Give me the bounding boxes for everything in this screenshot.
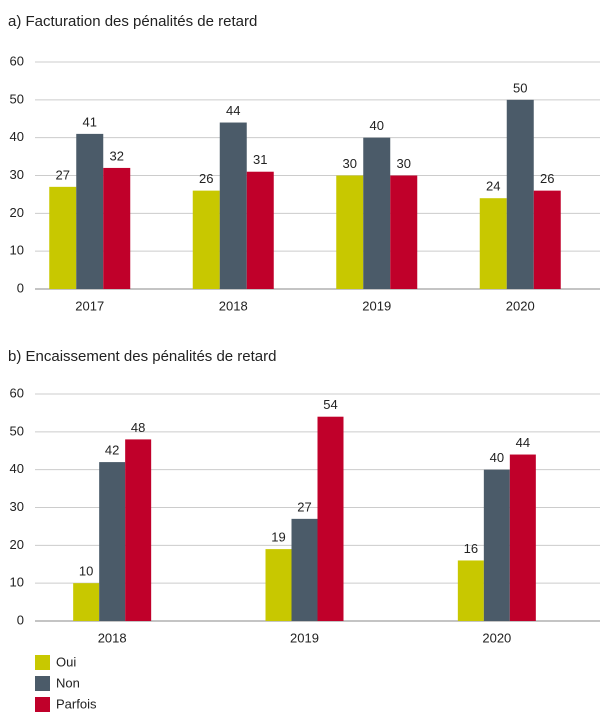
bar: [192, 190, 220, 289]
y-tick-label: 40: [10, 129, 24, 144]
value-label: 24: [486, 179, 500, 194]
value-label: 50: [513, 80, 527, 95]
y-tick-label: 60: [10, 53, 24, 68]
value-label: 26: [199, 171, 213, 186]
bar: [390, 175, 418, 289]
value-label: 27: [297, 499, 311, 514]
y-tick-label: 40: [10, 461, 24, 476]
y-tick-label: 0: [17, 280, 24, 295]
y-tick-label: 50: [10, 423, 24, 438]
bar: [49, 186, 77, 289]
bar: [506, 99, 534, 289]
x-tick-label: 2019: [290, 630, 319, 645]
value-label: 26: [540, 171, 554, 186]
x-tick-label: 2019: [362, 298, 391, 313]
value-label: 10: [79, 564, 93, 579]
legend-label: Parfois: [56, 696, 97, 711]
chart-title: a) Facturation des pénalités de retard: [8, 13, 257, 30]
y-tick-label: 0: [17, 612, 24, 627]
y-tick-label: 20: [10, 205, 24, 220]
bar: [291, 518, 318, 621]
value-label: 32: [110, 148, 124, 163]
value-label: 40: [370, 118, 384, 133]
x-tick-label: 2018: [219, 298, 248, 313]
legend-swatch: [35, 697, 50, 712]
value-label: 19: [271, 530, 285, 545]
value-label: 54: [323, 397, 337, 412]
bar: [336, 175, 364, 289]
value-label: 30: [397, 156, 411, 171]
bar: [479, 198, 507, 289]
value-label: 30: [343, 156, 357, 171]
bar: [99, 462, 126, 621]
bar: [483, 469, 510, 621]
value-label: 40: [490, 450, 504, 465]
bar: [509, 454, 536, 621]
value-label: 16: [464, 541, 478, 556]
bar: [76, 133, 104, 289]
value-label: 44: [226, 103, 240, 118]
bar: [363, 137, 391, 289]
value-label: 31: [253, 152, 267, 167]
x-tick-label: 2017: [75, 298, 104, 313]
value-label: 41: [83, 114, 97, 129]
bar: [73, 583, 100, 621]
x-tick-label: 2018: [98, 630, 127, 645]
legend-swatch: [35, 676, 50, 691]
y-tick-label: 30: [10, 167, 24, 182]
value-label: 44: [516, 435, 530, 450]
legend-swatch: [35, 655, 50, 670]
legend-label: Oui: [56, 654, 76, 669]
y-tick-label: 20: [10, 537, 24, 552]
bar: [457, 560, 484, 621]
bar: [533, 190, 561, 289]
legend-label: Non: [56, 675, 80, 690]
value-label: 42: [105, 443, 119, 458]
bar: [246, 171, 274, 289]
y-tick-label: 30: [10, 499, 24, 514]
y-tick-label: 10: [10, 575, 24, 590]
bar: [317, 416, 344, 621]
value-label: 48: [131, 420, 145, 435]
y-tick-label: 60: [10, 385, 24, 400]
bar: [125, 439, 152, 621]
x-tick-label: 2020: [506, 298, 535, 313]
bar: [265, 549, 292, 621]
y-tick-label: 50: [10, 91, 24, 106]
chart-title: b) Encaissement des pénalités de retard: [8, 348, 276, 365]
y-tick-label: 10: [10, 243, 24, 258]
bar: [219, 122, 247, 290]
bar: [103, 167, 131, 289]
x-tick-label: 2020: [482, 630, 511, 645]
value-label: 27: [56, 167, 70, 182]
